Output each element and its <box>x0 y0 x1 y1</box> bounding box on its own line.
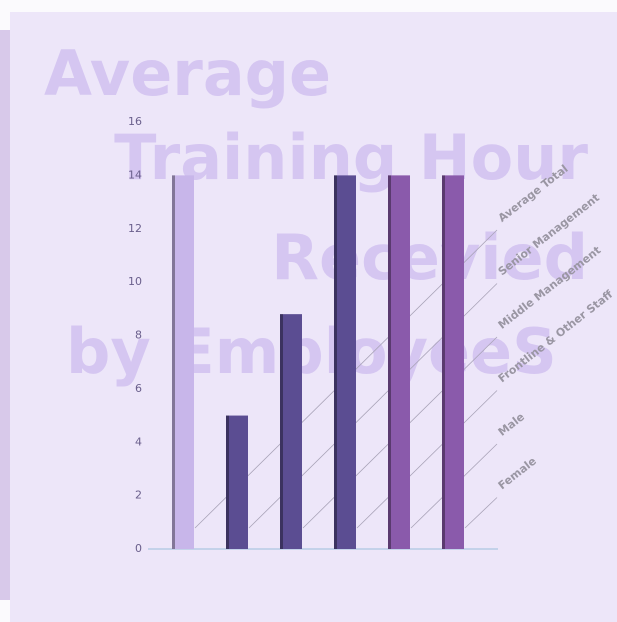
title-line: Recevied <box>271 221 588 294</box>
panel <box>10 12 617 622</box>
y-tick-label: 16 <box>128 115 142 128</box>
y-tick-label: 10 <box>128 275 142 288</box>
bar-edge <box>334 175 337 549</box>
side-strip <box>0 30 10 600</box>
y-tick-label: 4 <box>135 435 142 448</box>
y-tick-label: 0 <box>135 542 142 555</box>
title-line: by EmployeeS <box>66 315 557 388</box>
bar <box>442 175 464 549</box>
leader-line <box>356 390 498 529</box>
bar-edge <box>442 175 445 549</box>
bar <box>280 314 302 549</box>
y-tick-label: 2 <box>135 489 142 502</box>
y-tick-label: 6 <box>135 382 142 395</box>
bar-edge <box>280 314 283 549</box>
bar-edge <box>226 415 229 549</box>
title-line: Average <box>44 37 331 110</box>
bar <box>226 415 248 549</box>
bar-edge <box>388 175 391 549</box>
bar <box>172 175 194 549</box>
bar <box>388 175 410 549</box>
y-tick-label: 14 <box>128 168 142 181</box>
leader-line <box>464 497 498 529</box>
y-tick-label: 12 <box>128 222 142 235</box>
y-tick-label: 8 <box>135 329 142 342</box>
bar <box>334 175 356 549</box>
bar-edge <box>172 175 175 549</box>
